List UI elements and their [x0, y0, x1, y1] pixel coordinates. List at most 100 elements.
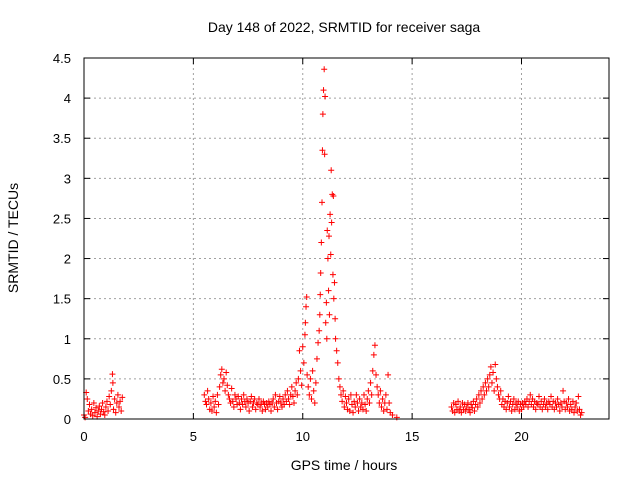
- data-point: [558, 403, 565, 410]
- data-point: [111, 395, 118, 402]
- data-point: [571, 409, 577, 416]
- data-point: [361, 391, 367, 398]
- data-point: [323, 299, 330, 306]
- data-point: [325, 287, 332, 294]
- data-point: [103, 398, 110, 405]
- data-point: [378, 403, 385, 410]
- data-point: [494, 383, 501, 390]
- data-point: [484, 375, 491, 382]
- data-point: [370, 351, 377, 358]
- data-point: [556, 407, 563, 414]
- data-point: [367, 379, 374, 386]
- y-tick-label: 2.5: [53, 211, 71, 226]
- data-point: [302, 319, 309, 326]
- data-point: [451, 409, 458, 416]
- data-point: [334, 359, 341, 366]
- data-point: [219, 379, 226, 386]
- data-point: [288, 383, 295, 390]
- data-point: [323, 335, 330, 342]
- data-point: [565, 395, 572, 402]
- data-point: [339, 398, 346, 405]
- grid-lines: [84, 58, 609, 419]
- data-point: [348, 401, 355, 408]
- data-point: [296, 347, 303, 354]
- data-point: [281, 401, 288, 408]
- data-point: [205, 395, 212, 402]
- data-point: [305, 383, 312, 390]
- data-point: [364, 395, 371, 402]
- data-point: [204, 387, 211, 394]
- x-axis-label: GPS time / hours: [291, 457, 398, 473]
- data-point: [297, 367, 304, 374]
- y-tick-label: 3: [64, 171, 71, 186]
- data-point: [295, 375, 302, 382]
- data-point: [224, 382, 231, 389]
- data-point: [211, 403, 218, 410]
- data-point: [217, 371, 224, 378]
- data-point: [514, 403, 521, 410]
- data-point: [366, 399, 373, 406]
- data-point: [377, 387, 384, 394]
- x-tick-labels: 0 5 10 15 20: [80, 429, 528, 444]
- data-point: [541, 395, 548, 402]
- data-point: [373, 371, 380, 378]
- data-point: [301, 331, 308, 338]
- data-point: [208, 407, 215, 414]
- data-point: [286, 401, 293, 408]
- data-point: [202, 398, 209, 405]
- data-point: [371, 342, 378, 349]
- data-point: [95, 407, 102, 414]
- y-tick-label: 1.5: [53, 292, 71, 307]
- data-point: [548, 393, 555, 400]
- data-point: [96, 403, 103, 410]
- data-point: [382, 391, 389, 398]
- data-point: [505, 393, 512, 400]
- data-point: [326, 233, 332, 240]
- data-point: [554, 395, 561, 402]
- data-point: [332, 315, 339, 322]
- x-tick-label: 20: [514, 429, 528, 444]
- data-point: [229, 398, 236, 405]
- data-point: [274, 406, 281, 413]
- data-point: [347, 391, 354, 398]
- data-point: [374, 383, 381, 390]
- data-point: [84, 395, 91, 402]
- data-point: [482, 379, 489, 386]
- data-point: [506, 403, 513, 410]
- data-point: [260, 398, 267, 405]
- data-point: [552, 399, 559, 406]
- data-point: [276, 393, 283, 400]
- data-point: [89, 412, 96, 419]
- data-point: [317, 291, 324, 298]
- data-point: [568, 406, 575, 413]
- data-point: [259, 407, 266, 414]
- data-point: [307, 375, 314, 382]
- data-point: [109, 379, 116, 386]
- data-point: [569, 398, 576, 405]
- data-point: [464, 399, 471, 406]
- data-point: [315, 339, 322, 346]
- data-point: [223, 369, 230, 376]
- data-point: [309, 367, 316, 374]
- data-point: [492, 361, 499, 368]
- data-point: [448, 403, 455, 410]
- data-point: [310, 387, 317, 394]
- data-point: [474, 403, 481, 410]
- data-point: [272, 391, 279, 398]
- data-point: [214, 391, 221, 398]
- data-point: [351, 398, 358, 405]
- data-point: [248, 393, 255, 400]
- data-point: [306, 391, 313, 398]
- data-point: [338, 391, 345, 398]
- data-point: [100, 408, 107, 415]
- data-point: [316, 327, 323, 334]
- data-point: [365, 387, 372, 394]
- data-point: [478, 387, 485, 394]
- data-point: [376, 399, 383, 406]
- data-point: [285, 395, 292, 402]
- data-point: [470, 398, 477, 405]
- data-points: [81, 66, 585, 421]
- data-point: [321, 151, 328, 158]
- x-tick-label: 0: [80, 429, 87, 444]
